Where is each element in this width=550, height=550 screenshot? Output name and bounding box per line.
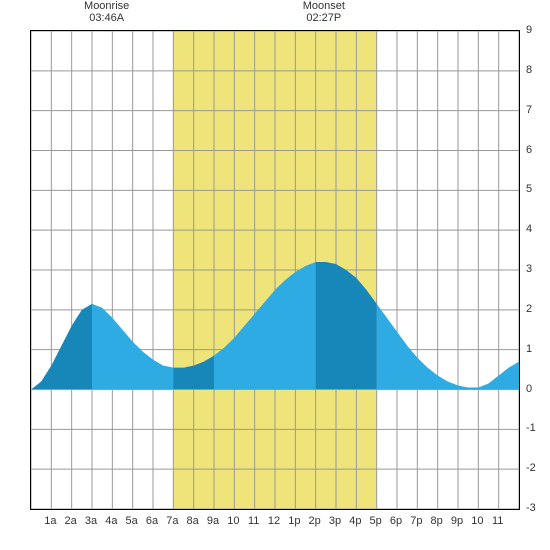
x-tick: 5p xyxy=(370,515,382,527)
x-tick: 8p xyxy=(431,515,443,527)
y-tick: -2 xyxy=(526,462,536,474)
x-tick: 2a xyxy=(65,515,77,527)
y-tick: 0 xyxy=(526,383,532,395)
moonrise-title: Moonrise xyxy=(84,0,129,12)
x-tick: 2p xyxy=(309,515,321,527)
x-tick: 1a xyxy=(44,515,56,527)
y-tick: -3 xyxy=(526,502,536,514)
x-tick: 6p xyxy=(390,515,402,527)
x-axis: 1a 2a 3a 4a 5a 6a 7a 8a 9a 10 11 12 1p 2p 3p 4p 5p 6p 7p 8p… xyxy=(30,515,520,535)
x-tick: 1p xyxy=(288,515,300,527)
x-tick: 10 xyxy=(227,515,239,527)
chart-plot-area xyxy=(30,30,520,510)
y-tick: 1 xyxy=(526,343,532,355)
y-tick: -1 xyxy=(526,422,536,434)
moonrise-time: 03:46A xyxy=(84,12,129,24)
x-tick: 4p xyxy=(349,515,361,527)
moonset-label: Moonset 02:27P xyxy=(303,0,345,24)
y-tick: 9 xyxy=(526,24,532,36)
moonrise-label: Moonrise 03:46A xyxy=(84,0,129,24)
x-tick: 4a xyxy=(105,515,117,527)
moon-labels: Moonrise 03:46A Moonset 02:27P xyxy=(0,0,550,30)
x-tick: 10 xyxy=(471,515,483,527)
x-tick: 5a xyxy=(126,515,138,527)
y-tick: 7 xyxy=(526,104,532,116)
x-tick: 6a xyxy=(146,515,158,527)
tide-chart: Moonrise 03:46A Moonset 02:27P -3-2-1012… xyxy=(0,0,550,550)
y-axis: -3-2-10123456789 xyxy=(522,30,547,510)
x-tick: 8a xyxy=(187,515,199,527)
y-tick: 5 xyxy=(526,183,532,195)
y-tick: 4 xyxy=(526,223,532,235)
moonset-time: 02:27P xyxy=(303,12,345,24)
chart-svg xyxy=(31,31,519,509)
y-tick: 6 xyxy=(526,144,532,156)
x-tick: 9a xyxy=(207,515,219,527)
x-tick: 9p xyxy=(451,515,463,527)
x-tick: 7p xyxy=(410,515,422,527)
y-tick: 3 xyxy=(526,263,532,275)
x-tick: 3a xyxy=(85,515,97,527)
moonset-title: Moonset xyxy=(303,0,345,12)
x-tick: 7a xyxy=(166,515,178,527)
x-tick: 11 xyxy=(492,515,503,527)
x-tick: 3p xyxy=(329,515,341,527)
y-tick: 8 xyxy=(526,64,532,76)
x-tick: 12 xyxy=(268,515,280,527)
y-tick: 2 xyxy=(526,303,532,315)
x-tick: 11 xyxy=(248,515,259,527)
